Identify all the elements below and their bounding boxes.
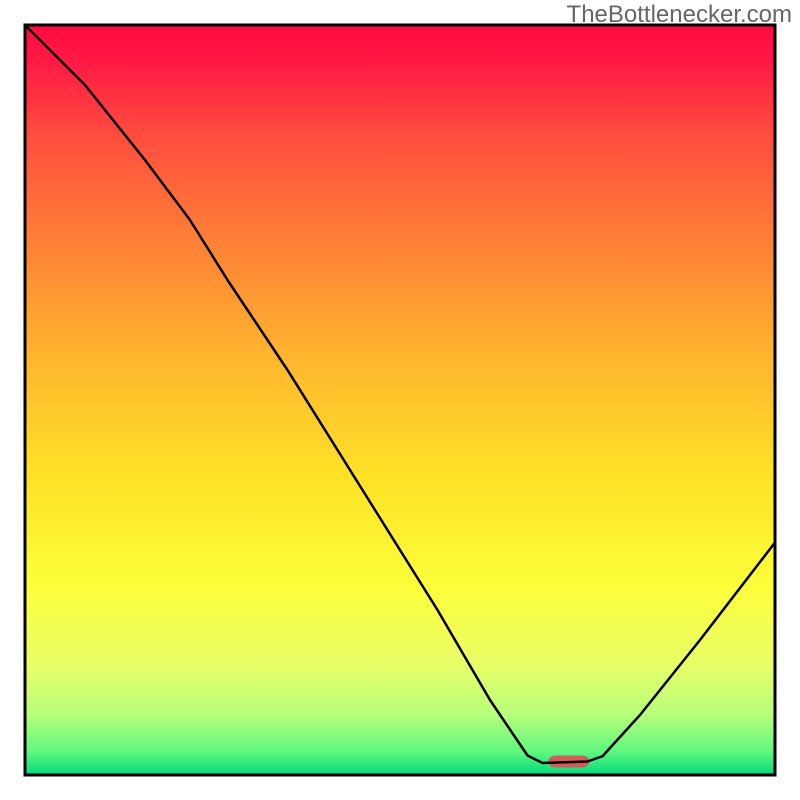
gradient-background <box>25 25 775 775</box>
bottleneck-chart: TheBottlenecker.com <box>0 0 800 800</box>
attribution-text: TheBottlenecker.com <box>567 1 792 28</box>
